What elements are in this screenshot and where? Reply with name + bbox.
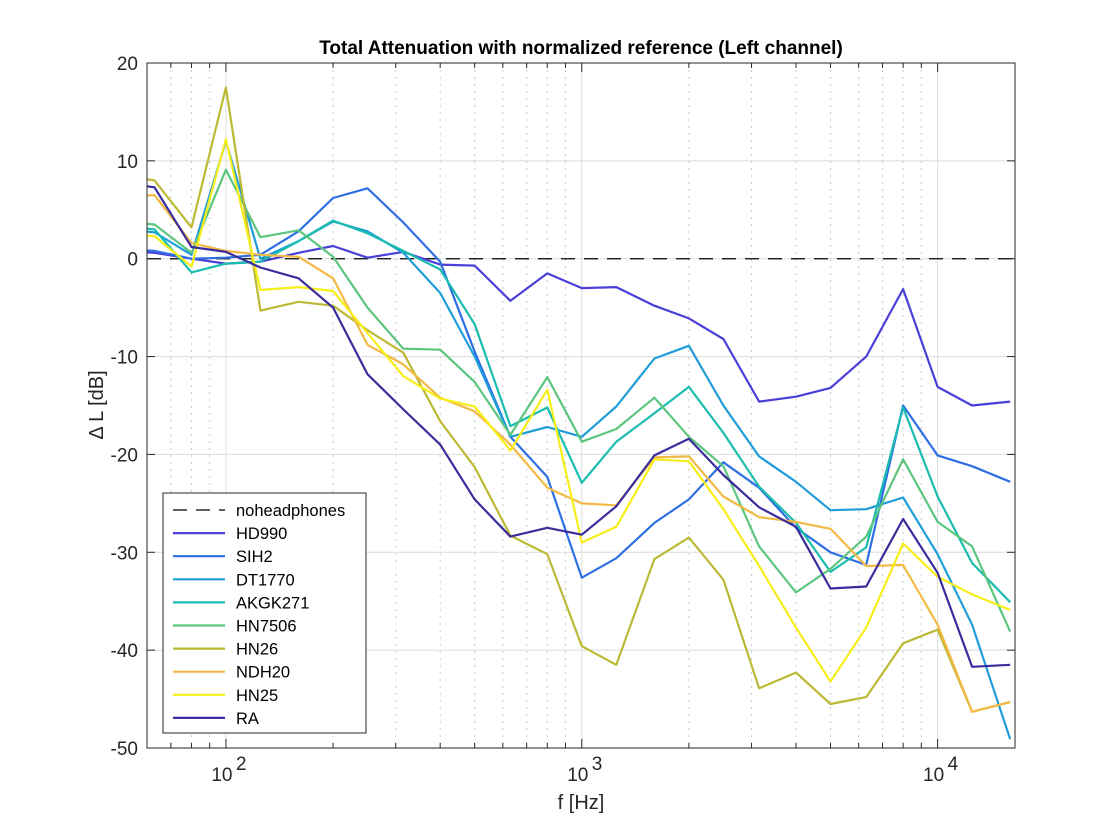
legend-label-hn25: HN25 <box>236 687 278 705</box>
x-tick-label: 10 <box>211 765 232 786</box>
y-axis-label: Δ L [dB] <box>86 370 108 439</box>
y-tick-label: -40 <box>111 641 138 662</box>
legend-label-hn26: HN26 <box>236 641 278 659</box>
series-line-hn25 <box>147 138 1011 683</box>
series-line-ndh20 <box>147 194 1011 713</box>
x-tick-label: 10 <box>567 765 588 786</box>
legend: noheadphones HD990 SIH2 DT1770 AKGK271 HN7506… <box>162 492 367 734</box>
y-tick-label: -50 <box>111 739 138 760</box>
y-tick-label: -20 <box>111 445 138 466</box>
x-tick-label: 10 <box>923 765 944 786</box>
x-axis-label: f [Hz] <box>558 792 605 814</box>
series-line-sih2 <box>147 187 1011 579</box>
series-line-ra <box>147 185 1011 668</box>
x-tick-exponent: 2 <box>236 754 247 775</box>
y-tick-label: 10 <box>117 152 138 173</box>
legend-label-ndh20: NDH20 <box>236 664 290 682</box>
y-tick-label: -10 <box>111 348 138 369</box>
axes-box <box>146 62 1016 749</box>
chart-title: Total Attenuation with normalized refere… <box>319 38 843 59</box>
legend-label-dt1770: DT1770 <box>236 571 295 589</box>
x-tick-exponent: 3 <box>592 754 603 775</box>
legend-label-sih2: SIH2 <box>236 548 273 566</box>
y-tick-label: -30 <box>111 543 138 564</box>
legend-label-akgk271: AKGK271 <box>236 594 309 612</box>
legend-label-noheadphones: noheadphones <box>236 502 345 520</box>
legend-label-hd990: HD990 <box>236 525 287 543</box>
y-tick-label: 20 <box>117 54 138 75</box>
series-line-hn7506 <box>147 168 1012 633</box>
series-lines <box>147 86 1012 740</box>
series-line-hd990 <box>147 244 1011 407</box>
x-tick-exponent: 4 <box>948 754 959 775</box>
legend-label-ra: RA <box>236 710 259 728</box>
series-line-akgk271 <box>147 219 1011 603</box>
y-tick-label: 0 <box>127 250 138 271</box>
series-line-hn26 <box>147 86 1011 713</box>
legend-label-hn7506: HN7506 <box>236 618 297 636</box>
